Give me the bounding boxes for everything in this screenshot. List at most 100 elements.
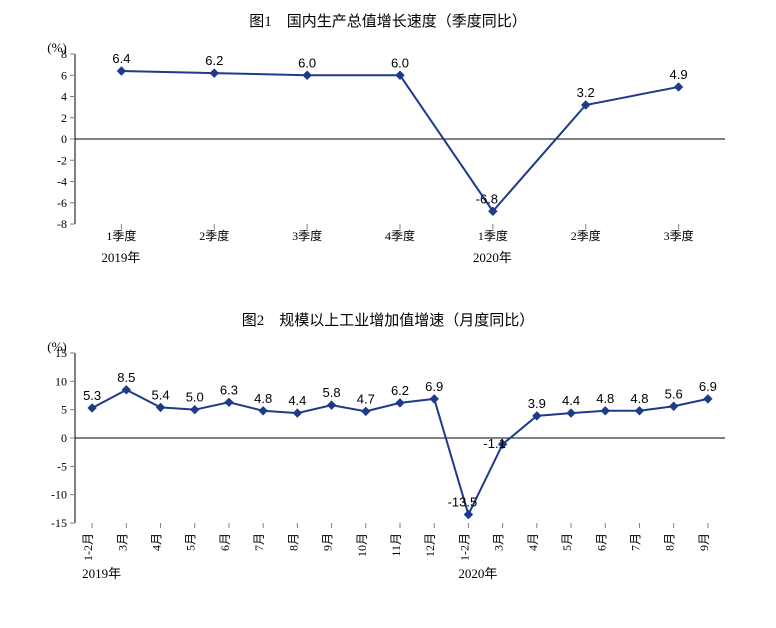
x-tick-label: 4月 [150,533,164,551]
data-label: 3.9 [528,396,546,411]
data-label: 4.4 [562,393,580,408]
data-label: 4.8 [254,391,272,406]
data-marker [122,386,130,394]
y-tick-label: -2 [57,153,67,167]
data-marker [601,407,609,415]
y-tick-label: 8 [61,47,67,61]
x-tick-label: 6月 [594,533,608,551]
chart1-container: 图1 国内生产总值增长速度（季度同比） (%)-8-6-4-2024681季度2… [20,10,756,289]
x-tick-label: 3月 [492,533,506,551]
x-tick-label: 9月 [321,533,335,551]
x-tick-label: 4季度 [385,228,415,243]
y-tick-label: 0 [61,132,67,146]
data-label: 6.0 [391,55,409,70]
data-marker [210,69,218,77]
y-tick-label: 4 [61,90,67,104]
y-tick-label: -5 [57,459,67,473]
data-label: 4.4 [288,393,306,408]
y-tick-label: 6 [61,68,67,82]
data-label: 6.0 [298,55,316,70]
data-label: 4.8 [630,391,648,406]
x-tick-label: 1季度 [106,228,136,243]
data-marker [225,398,233,406]
x-tick-label: 12月 [423,533,437,557]
data-marker [430,395,438,403]
x-tick-label: 1-2月 [457,533,471,561]
x-tick-label: 6月 [218,533,232,551]
chart1-svg: (%)-8-6-4-2024681季度2季度3季度4季度1季度2季度3季度201… [20,39,756,289]
data-label: -1.1 [483,436,505,451]
x-tick-label: 3季度 [292,228,322,243]
data-label: 8.5 [117,370,135,385]
chart2-svg: (%)-15-10-50510151-2月3月4月5月6月7月8月9月10月11… [20,338,756,598]
x-tick-label: 4月 [526,533,540,551]
data-label: -13.5 [448,495,478,510]
data-label: -6.8 [476,191,498,206]
data-label: 5.8 [323,385,341,400]
data-marker [328,401,336,409]
data-marker [191,406,199,414]
x-tick-label: 11月 [389,533,403,557]
data-label: 4.7 [357,391,375,406]
data-marker [303,71,311,79]
x-tick-label: 8月 [663,533,677,551]
data-label: 4.8 [596,391,614,406]
x-tick-label: 3月 [115,533,129,551]
x-tick-label: 5月 [560,533,574,551]
data-marker [670,402,678,410]
year-group-label: 2020年 [473,250,512,265]
chart2-container: 图2 规模以上工业增加值增速（月度同比） (%)-15-10-50510151-… [20,309,756,598]
y-tick-label: -4 [57,175,67,189]
y-tick-label: 0 [61,431,67,445]
data-marker [88,404,96,412]
data-label: 3.2 [577,85,595,100]
x-tick-label: 10月 [355,533,369,557]
y-tick-label: 10 [55,374,67,388]
x-tick-label: 2季度 [571,228,601,243]
x-tick-label: 2季度 [199,228,229,243]
y-tick-label: -8 [57,217,67,231]
data-marker [704,395,712,403]
y-tick-label: 15 [55,346,67,360]
x-tick-label: 8月 [286,533,300,551]
y-tick-label: -6 [57,196,67,210]
x-tick-label: 7月 [252,533,266,551]
y-tick-label: 5 [61,403,67,417]
data-label: 6.3 [220,382,238,397]
x-tick-label: 5月 [184,533,198,551]
data-marker [293,409,301,417]
data-label: 6.4 [112,51,130,66]
data-label: 5.3 [83,388,101,403]
data-label: 4.9 [670,67,688,82]
data-label: 6.9 [699,379,717,394]
y-tick-label: -15 [51,516,67,530]
data-marker [567,409,575,417]
data-label: 5.0 [186,390,204,405]
year-group-label: 2019年 [101,250,140,265]
chart2-title: 图2 规模以上工业增加值增速（月度同比） [20,309,756,330]
data-line [92,390,708,515]
data-marker [464,511,472,519]
chart1-title: 图1 国内生产总值增长速度（季度同比） [20,10,756,31]
data-marker [117,67,125,75]
data-marker [635,407,643,415]
y-tick-label: 2 [61,111,67,125]
y-tick-label: -10 [51,488,67,502]
x-tick-label: 9月 [697,533,711,551]
year-group-label: 2019年 [82,566,121,581]
x-tick-label: 1季度 [478,228,508,243]
x-tick-label: 1-2月 [81,533,95,561]
data-label: 5.6 [665,386,683,401]
data-marker [157,403,165,411]
data-label: 6.9 [425,379,443,394]
data-marker [675,83,683,91]
data-label: 6.2 [205,53,223,68]
data-marker [362,407,370,415]
x-tick-label: 3季度 [664,228,694,243]
data-marker [259,407,267,415]
data-label: 5.4 [151,387,169,402]
data-line [121,71,678,211]
x-tick-label: 7月 [628,533,642,551]
data-marker [396,399,404,407]
year-group-label: 2020年 [458,566,497,581]
